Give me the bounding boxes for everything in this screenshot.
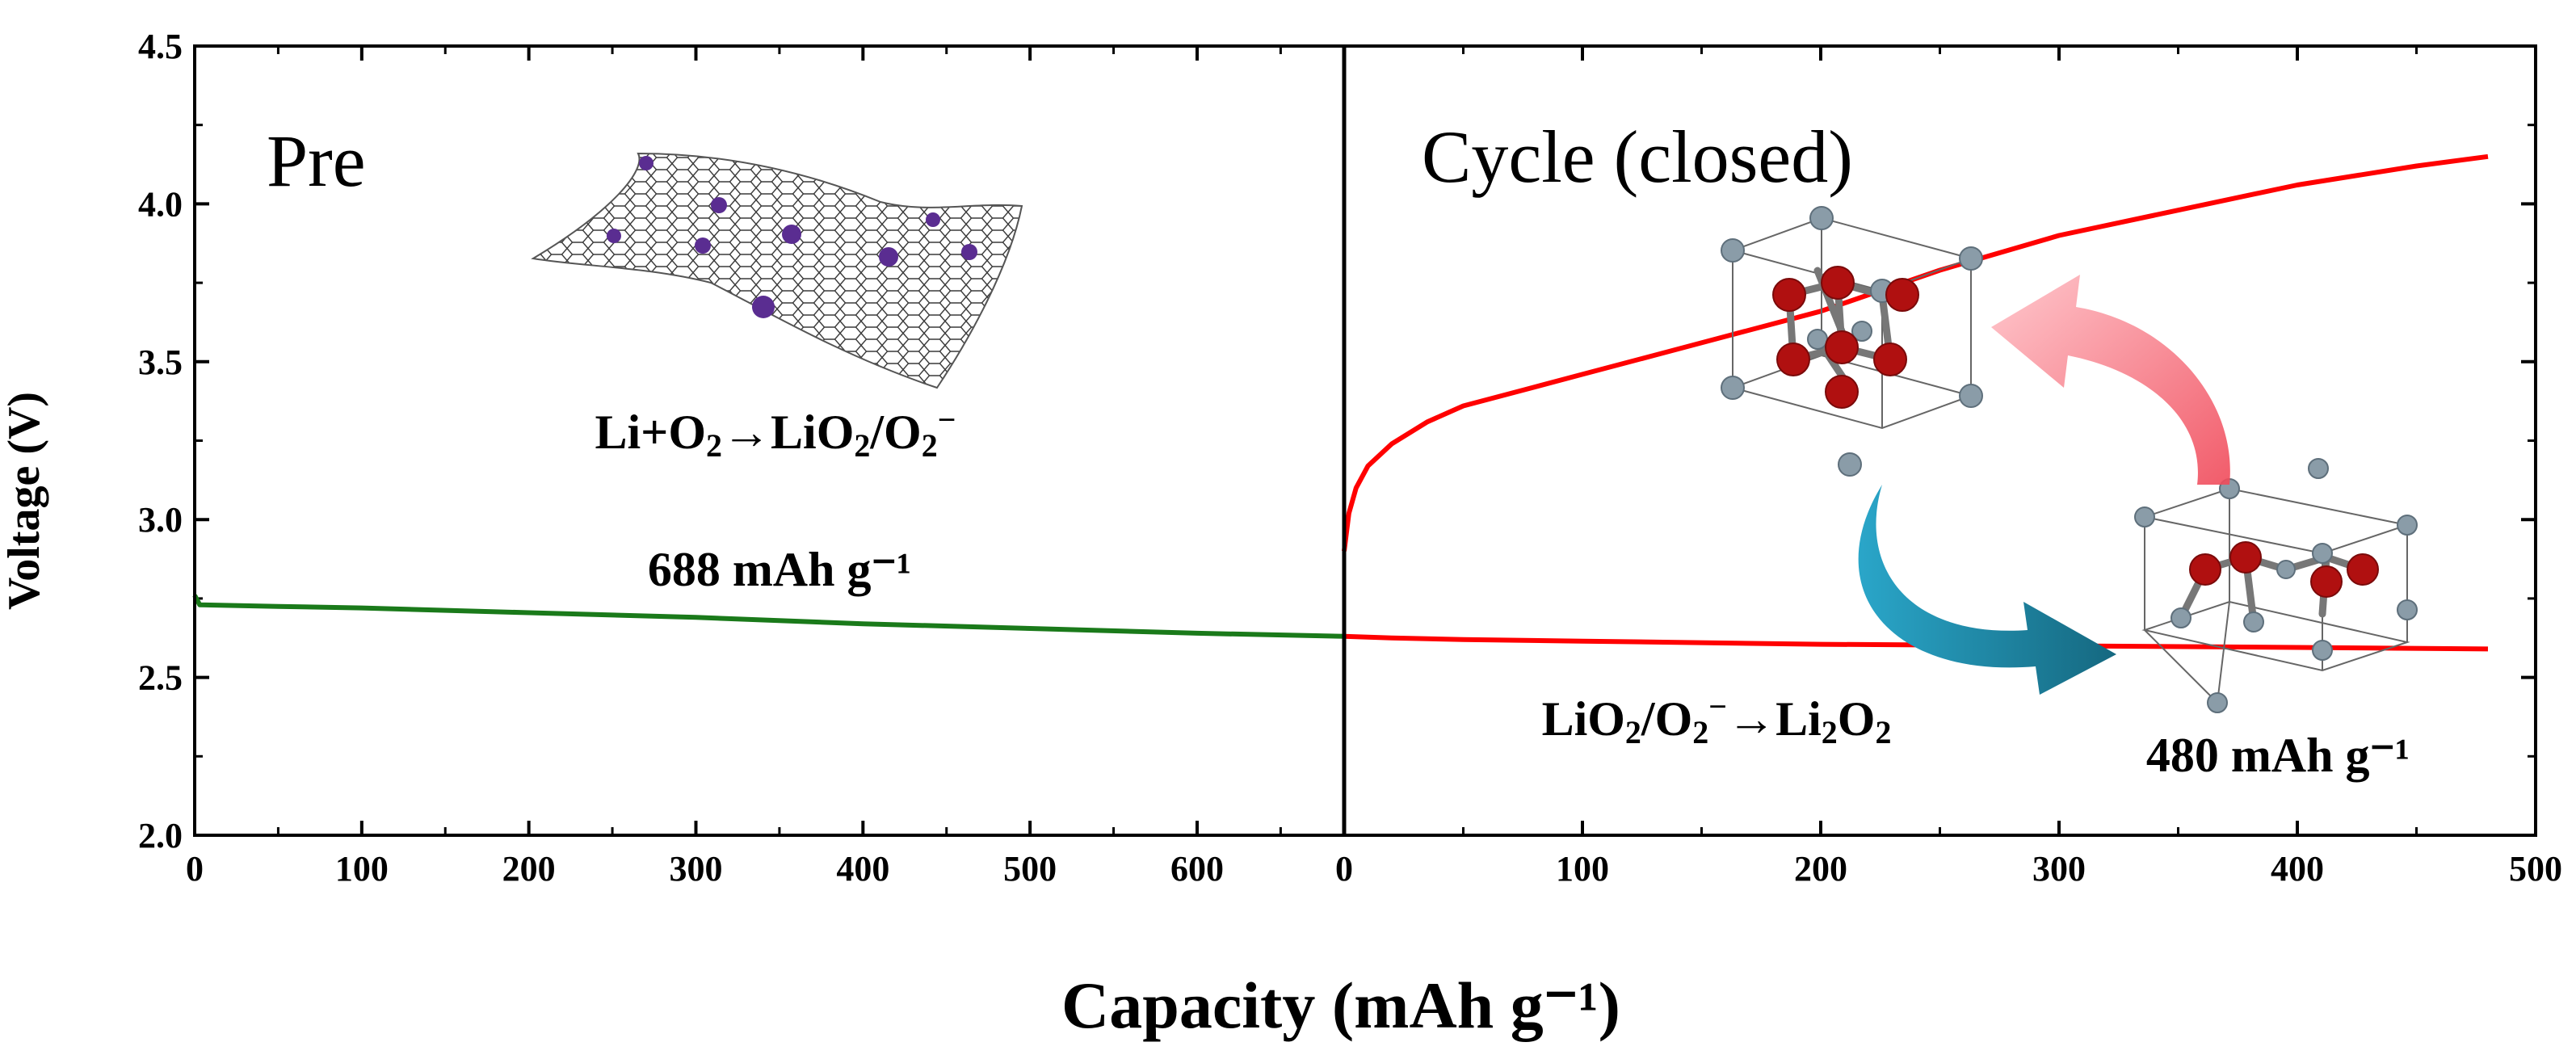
o-atom: [1873, 342, 1907, 376]
gray-atom: [1959, 246, 1983, 271]
o-atom: [2189, 553, 2221, 586]
o-atom: [1885, 278, 1919, 312]
reaction-equation-cycle: LiO2/O2−→Li2O2: [1542, 688, 1892, 750]
gray-atom: [1959, 384, 1983, 408]
gray-atom: [2312, 640, 2333, 661]
gray-atom: [1851, 321, 1872, 342]
li-atom: [639, 156, 653, 170]
li-atom: [961, 244, 977, 260]
li-atom: [711, 197, 727, 213]
gray-atom: [2308, 458, 2329, 479]
gray-atom: [2243, 611, 2264, 632]
y-axis-title: Voltage (V): [0, 392, 49, 610]
o-atom: [1825, 330, 1859, 364]
y-tick-label: 2.0: [138, 816, 183, 855]
graphene-sheet: [531, 152, 1023, 389]
li2o2-crystal-illustration: [1721, 206, 1983, 477]
x-tick-pre-label: 300: [669, 849, 722, 889]
capacity-label-pre: 688 mAh g⁻¹: [648, 543, 911, 596]
y-tick-label: 2.5: [138, 658, 183, 698]
gray-atom: [1838, 452, 1862, 477]
gray-atom: [2312, 543, 2333, 564]
y-tick-label: 3.0: [138, 500, 183, 540]
gray-atom: [2276, 560, 2296, 579]
x-tick-pre-label: 100: [335, 849, 389, 889]
li-atom: [607, 229, 621, 243]
gray-atom: [2207, 692, 2228, 713]
x-tick-pre-label: 600: [1170, 849, 1224, 889]
o-atom: [1772, 278, 1806, 312]
series-line-pre-discharge: [192, 594, 1345, 639]
y-ticks: 2.0 2.5 3.0 3.5 4.0 4.5: [138, 27, 2536, 855]
gray-atom: [1809, 206, 1834, 230]
li-atom: [926, 212, 940, 227]
x-tick-pre-label: 500: [1003, 849, 1057, 889]
gray-atom: [2134, 506, 2155, 527]
x-tick-cycle-label: 0: [1335, 849, 1353, 889]
panel-title-cycle: Cycle (closed): [1422, 116, 1853, 198]
o-atom: [1776, 342, 1810, 376]
x-tick-cycle-label: 100: [1556, 849, 1609, 889]
y-tick-label: 4.5: [138, 27, 183, 66]
x-tick-pre-label: 200: [502, 849, 556, 889]
li-atom: [752, 296, 775, 318]
x-axis-title: Capacity (mAh g⁻¹): [1061, 969, 1620, 1042]
curved-arrow-blue: [1858, 485, 2116, 695]
x-tick-pre-label: 0: [186, 849, 204, 889]
x-tick-pre-label: 400: [836, 849, 889, 889]
crystal-face: [2141, 487, 2410, 555]
panel-title-pre: Pre: [267, 120, 366, 202]
gray-atom: [2397, 515, 2418, 536]
gray-atom: [1807, 329, 1828, 350]
o-atom: [1821, 266, 1855, 300]
x-tick-cycle-label: 200: [1794, 849, 1847, 889]
lio2-crystal-illustration: [2134, 458, 2418, 713]
plot-frame: [193, 44, 2537, 837]
gray-atom: [1721, 376, 1745, 400]
x-tick-cycle-label: 500: [2509, 849, 2562, 889]
o-atom: [2229, 541, 2262, 574]
o-atom: [2347, 553, 2379, 586]
graphene-sheet-illustration: [531, 152, 1023, 389]
li-atom: [879, 247, 898, 267]
li-atom: [695, 237, 711, 254]
series-line-cycle-discharge: [1343, 633, 2489, 652]
reaction-equation-pre: Li+O2→LiO2/O2−: [595, 401, 956, 464]
gray-atom: [2397, 599, 2418, 620]
series-line-cycle-charge: [1342, 153, 2489, 552]
li-atom: [782, 225, 801, 244]
gray-atom: [2170, 607, 2191, 628]
gray-atom: [1721, 238, 1745, 263]
x-tick-cycle-label: 400: [2271, 849, 2324, 889]
curved-arrow-red: [1991, 275, 2230, 485]
x-ticks-pre: 0 100 200 300 400 500 600: [186, 46, 1282, 889]
series-layer: [192, 153, 2489, 652]
x-tick-cycle-label: 300: [2032, 849, 2086, 889]
y-tick-label: 3.5: [138, 342, 183, 382]
y-tick-label: 4.0: [138, 184, 183, 224]
capacity-label-cycle: 480 mAh g⁻¹: [2146, 729, 2410, 782]
o-atom: [2310, 565, 2343, 598]
o-atom: [1825, 375, 1859, 409]
